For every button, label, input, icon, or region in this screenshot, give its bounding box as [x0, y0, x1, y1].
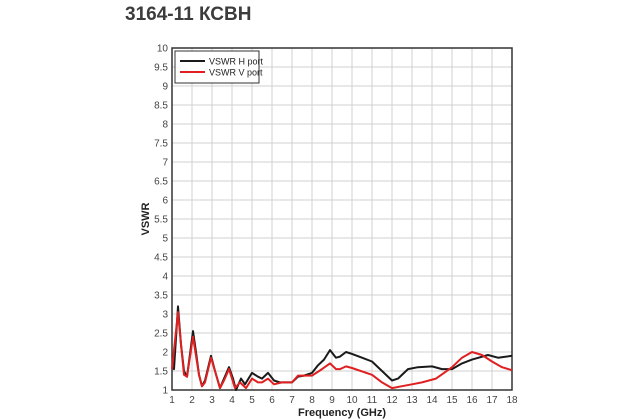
x-tick-label: 10 [346, 395, 358, 406]
x-tick-label: 8 [309, 395, 315, 406]
x-tick-label: 6 [269, 395, 275, 406]
x-tick-label: 12 [386, 395, 398, 406]
x-tick-label: 15 [446, 395, 458, 406]
y-tick-label: 4.5 [154, 253, 168, 264]
series-line-vswr-h-port [171, 305, 513, 391]
series-line-vswr-v-port [171, 311, 513, 390]
y-tick-label: 4 [162, 272, 168, 283]
y-tick-label: 3.5 [154, 291, 168, 302]
legend-box [174, 50, 260, 84]
x-tick-label: 3 [209, 395, 215, 406]
y-tick-label: 3 [162, 310, 168, 321]
y-tick-label: 8.5 [154, 101, 168, 112]
x-tick-label: 14 [426, 395, 438, 406]
y-tick-label: 6.5 [154, 177, 168, 188]
x-tick-label: 7 [289, 395, 295, 406]
y-tick-label: 2.5 [154, 329, 168, 340]
y-tick-label: 1.5 [154, 367, 168, 378]
plot-frame [171, 47, 513, 391]
y-tick-label: 6 [162, 196, 168, 207]
y-tick-label: 7.5 [154, 139, 168, 150]
x-axis-label: Frequency (GHz) [298, 407, 386, 419]
y-tick-label: 9.5 [154, 63, 168, 74]
y-tick-label: 1 [162, 386, 168, 397]
x-tick-label: 2 [189, 395, 195, 406]
x-tick-label: 16 [466, 395, 478, 406]
chart-title: 3164-11 КСВН [125, 4, 252, 25]
y-tick-label: 5 [162, 234, 168, 245]
y-tick-label: 10 [157, 44, 169, 55]
x-tick-label: 11 [367, 395, 378, 406]
x-tick-label: 5 [249, 395, 255, 406]
x-tick-label: 4 [229, 395, 235, 406]
legend-label: VSWR V port [209, 68, 263, 78]
x-tick-label: 18 [506, 395, 518, 406]
x-tick-label: 9 [329, 395, 335, 406]
x-tick-label: 13 [406, 395, 418, 406]
y-tick-label: 7 [162, 158, 168, 169]
x-tick-label: 17 [486, 395, 498, 406]
y-tick-label: 5.5 [154, 215, 168, 226]
y-axis-label: VSWR [140, 202, 152, 235]
y-tick-label: 8 [162, 120, 168, 131]
y-tick-label: 9 [162, 82, 168, 93]
y-tick-label: 2 [162, 348, 168, 359]
x-tick-label: 1 [169, 395, 175, 406]
legend-label: VSWR H port [209, 57, 264, 67]
